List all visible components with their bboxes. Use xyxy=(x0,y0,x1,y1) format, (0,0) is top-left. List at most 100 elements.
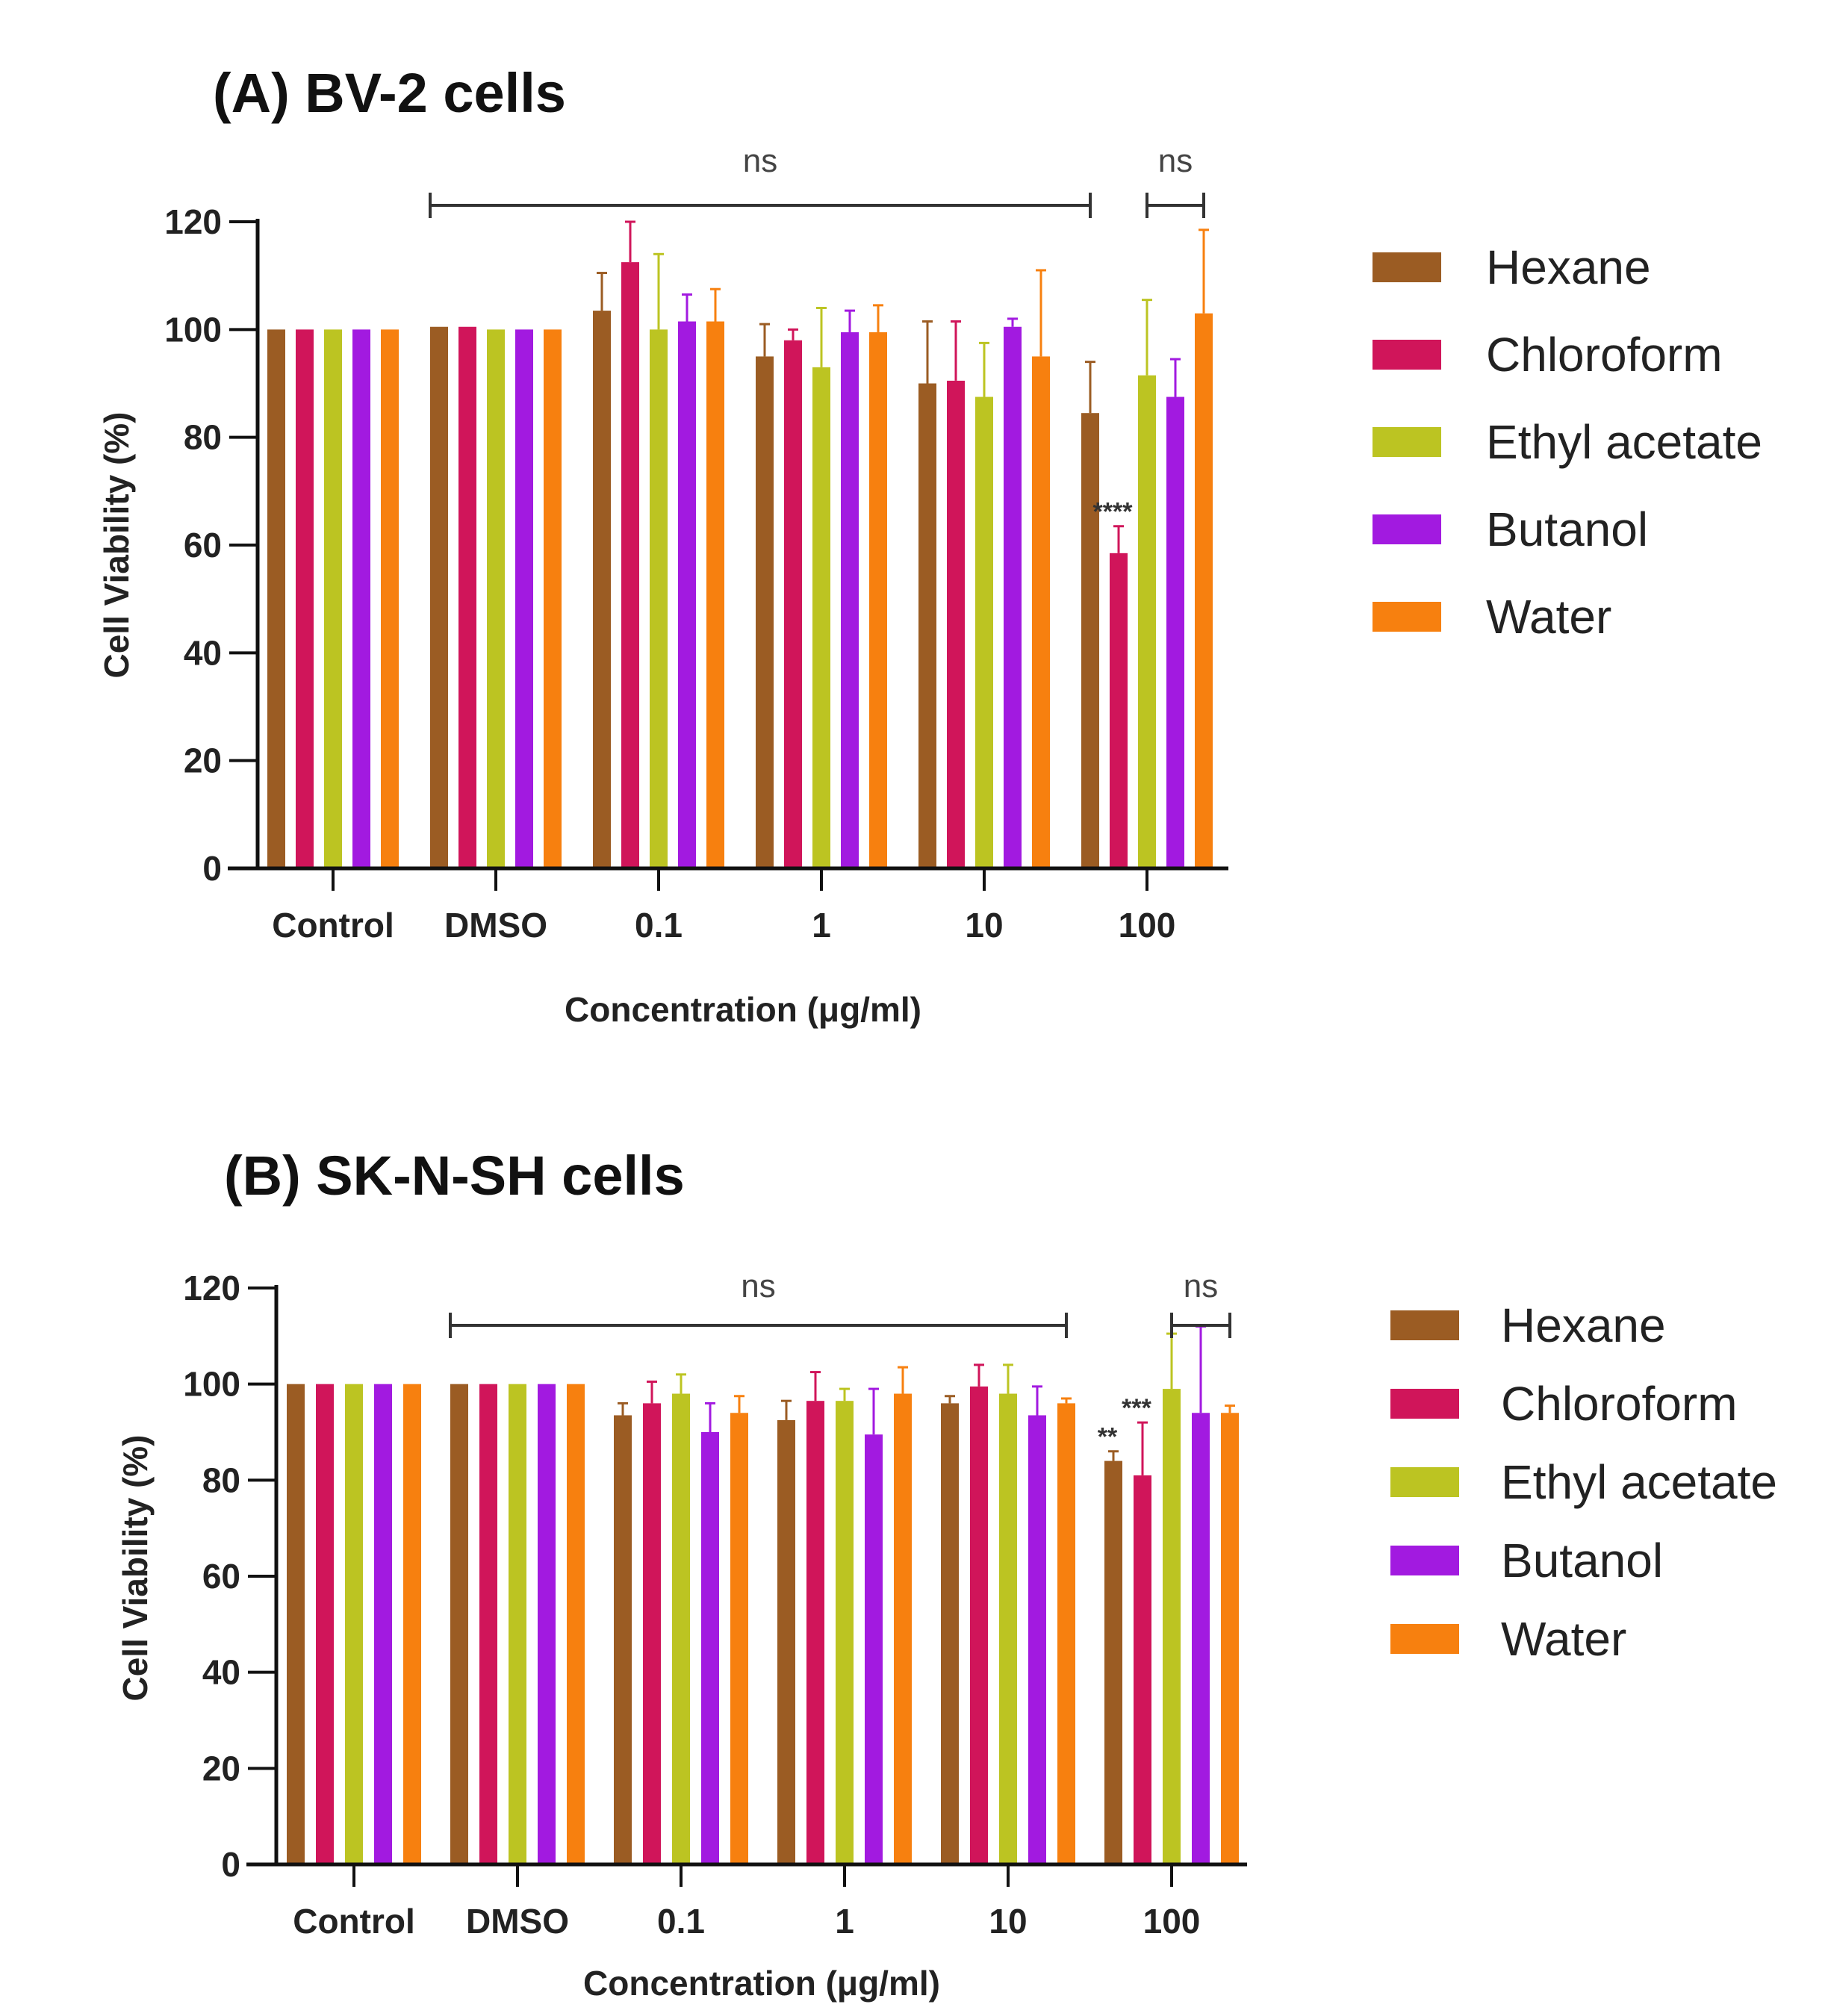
bar-ethyl-acetate-Control xyxy=(345,1384,363,1864)
bar-butanol-Control xyxy=(352,329,370,868)
significance-stars: **** xyxy=(1093,498,1134,526)
y-tick-label: 80 xyxy=(184,418,222,457)
y-tick-label: 0 xyxy=(221,1845,240,1884)
panel-a-x-axis-title: Concentration (μg/ml) xyxy=(565,990,921,1029)
x-tick-label: 100 xyxy=(1143,1902,1201,1941)
bar-ethyl-acetate-0_1 xyxy=(672,1393,690,1864)
bar-hexane-1 xyxy=(756,356,774,869)
bar-chloroform-0_1 xyxy=(621,262,639,868)
bar-butanol-1 xyxy=(841,332,859,869)
bar-chloroform-Control xyxy=(296,329,314,868)
legend-swatch-chloroform xyxy=(1373,340,1441,370)
x-tick-label: 10 xyxy=(965,906,1003,945)
y-tick-label: 80 xyxy=(202,1460,240,1499)
bar-butanol-DMSO xyxy=(515,329,533,868)
x-tick-label: 0.1 xyxy=(635,906,683,945)
panel-a-y-axis-title: Cell Viability (%) xyxy=(97,411,136,678)
bar-water-Control xyxy=(381,329,399,868)
x-tick-label: DMSO xyxy=(444,906,547,945)
legend-swatch-butanol xyxy=(1373,514,1441,544)
legend-swatch-butanol xyxy=(1390,1546,1459,1575)
legend-label-butanol: Butanol xyxy=(1501,1534,1663,1587)
bar-ethyl-acetate-Control xyxy=(324,329,342,868)
bar-ethyl-acetate-1 xyxy=(836,1401,854,1864)
panel-a-title: (A) BV-2 cells xyxy=(213,62,566,124)
bar-chloroform-10 xyxy=(970,1386,988,1864)
legend-label-ethyl-acetate: Ethyl acetate xyxy=(1486,415,1762,469)
bar-butanol-10 xyxy=(1028,1415,1046,1864)
x-tick-label: 10 xyxy=(989,1902,1027,1941)
ns-label: ns xyxy=(743,143,777,179)
bar-chloroform-10 xyxy=(947,380,965,868)
legend-swatch-ethyl-acetate xyxy=(1390,1467,1459,1497)
legend-swatch-water xyxy=(1373,602,1441,632)
bar-ethyl-acetate-1 xyxy=(812,367,830,869)
legend-label-water: Water xyxy=(1486,590,1611,644)
bar-hexane-10 xyxy=(941,1403,959,1864)
y-tick-label: 100 xyxy=(164,310,222,349)
y-tick-label: 100 xyxy=(183,1365,240,1404)
panel-b-x-axis-title: Concentration (μg/ml) xyxy=(583,1964,940,2003)
bar-water-1 xyxy=(869,332,887,869)
significance-stars: *** xyxy=(1122,1394,1151,1422)
legend-swatch-hexane xyxy=(1390,1310,1459,1340)
bar-butanol-10 xyxy=(1004,326,1022,869)
bar-water-10 xyxy=(1057,1403,1075,1864)
bar-hexane-Control xyxy=(267,329,285,868)
x-tick-label: 0.1 xyxy=(657,1902,705,1941)
legend-swatch-hexane xyxy=(1373,252,1441,282)
bar-butanol-DMSO xyxy=(538,1384,556,1864)
bar-chloroform-DMSO xyxy=(458,326,476,869)
bar-butanol-100 xyxy=(1166,396,1184,868)
bar-hexane-100 xyxy=(1104,1460,1122,1864)
bar-chloroform-DMSO xyxy=(479,1384,497,1864)
bar-water-0_1 xyxy=(730,1413,748,1864)
bar-hexane-0_1 xyxy=(593,311,611,868)
x-tick-label: Control xyxy=(272,906,394,945)
bar-butanol-0_1 xyxy=(678,321,696,869)
legend-label-butanol: Butanol xyxy=(1486,503,1648,556)
x-tick-label: Control xyxy=(293,1902,415,1941)
bar-water-DMSO xyxy=(567,1384,585,1864)
bar-hexane-10 xyxy=(918,383,936,868)
ns-label: ns xyxy=(1158,143,1193,179)
y-tick-label: 60 xyxy=(184,526,222,564)
bar-water-1 xyxy=(894,1393,912,1864)
x-tick-label: 1 xyxy=(835,1902,854,1941)
y-tick-label: 40 xyxy=(184,633,222,672)
legend-label-ethyl-acetate: Ethyl acetate xyxy=(1501,1455,1777,1509)
legend-label-water: Water xyxy=(1501,1612,1626,1666)
legend-swatch-ethyl-acetate xyxy=(1373,427,1441,457)
bar-ethyl-acetate-10 xyxy=(975,396,993,868)
bar-water-100 xyxy=(1221,1413,1239,1864)
ns-label: ns xyxy=(1184,1268,1218,1304)
ns-label: ns xyxy=(741,1268,775,1304)
y-tick-label: 60 xyxy=(202,1557,240,1596)
bar-ethyl-acetate-100 xyxy=(1138,375,1156,868)
legend-label-hexane: Hexane xyxy=(1486,240,1651,294)
panel-a-plot: 0 20 40 60 80 100 120 Control DMSO 0.1 1 10 100 ns ns *… xyxy=(164,143,1228,945)
legend-label-hexane: Hexane xyxy=(1501,1298,1666,1352)
bar-water-0_1 xyxy=(706,321,724,869)
bar-ethyl-acetate-10 xyxy=(999,1393,1017,1864)
bar-hexane-1 xyxy=(777,1419,795,1864)
x-tick-label: 1 xyxy=(812,906,831,945)
panel-b: (B) SK-N-SH cells Cell Viability (%) Con… xyxy=(116,1145,1777,2003)
bar-water-Control xyxy=(403,1384,421,1864)
panel-b-plot: 0 20 40 60 80 100 120 Control DMSO 0.1 1 10 100 ns ns *… xyxy=(183,1268,1247,1941)
bar-chloroform-Control xyxy=(316,1384,334,1864)
y-tick-label: 120 xyxy=(164,202,222,241)
legend-swatch-water xyxy=(1390,1624,1459,1654)
panel-b-y-axis-title: Cell Viability (%) xyxy=(116,1434,155,1701)
bar-butanol-100 xyxy=(1192,1413,1210,1864)
y-tick-label: 0 xyxy=(202,849,222,888)
bar-hexane-Control xyxy=(287,1384,305,1864)
bar-ethyl-acetate-100 xyxy=(1163,1389,1181,1864)
bar-chloroform-0_1 xyxy=(643,1403,661,1864)
y-tick-label: 20 xyxy=(202,1749,240,1788)
legend-swatch-chloroform xyxy=(1390,1389,1459,1419)
bar-chloroform-100 xyxy=(1134,1475,1151,1864)
bar-ethyl-acetate-DMSO xyxy=(487,329,505,868)
y-tick-label: 120 xyxy=(183,1269,240,1307)
